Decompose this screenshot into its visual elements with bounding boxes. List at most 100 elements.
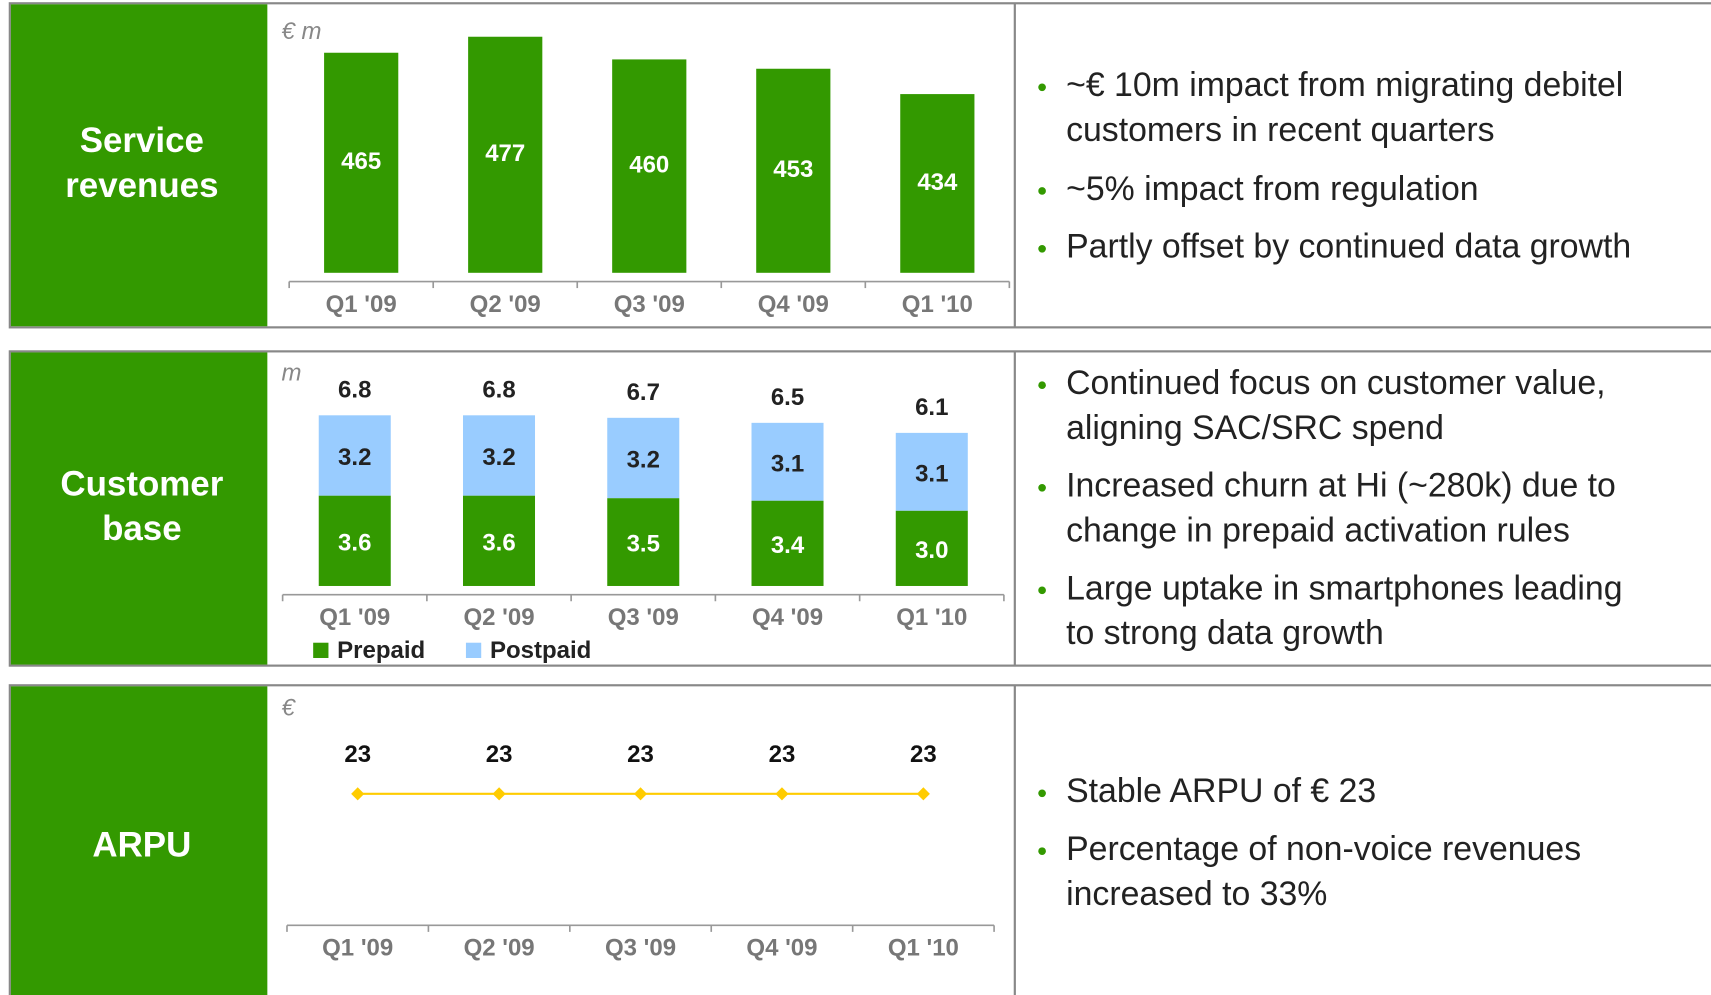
data-label: 3.5 <box>627 531 660 558</box>
x-tick-label: Q2 '09 <box>463 604 534 631</box>
bar <box>468 36 543 273</box>
bullet-dot <box>1038 586 1046 595</box>
bullet-dot <box>1038 187 1046 195</box>
x-tick-label: Q1 '09 <box>322 935 393 962</box>
panel-frame <box>8 684 1711 995</box>
data-label: 23 <box>344 741 371 768</box>
data-label: 3.2 <box>338 444 371 471</box>
panel-heading: ARPU <box>92 826 191 865</box>
data-label: 3.6 <box>338 529 371 556</box>
bullet-text: ~€ 10m impact from migrating debitel <box>1066 66 1623 104</box>
bar-segment <box>318 495 391 586</box>
legend-swatch <box>465 642 482 658</box>
bar-segment <box>607 498 680 586</box>
bar <box>612 59 687 273</box>
bullet-dot <box>1038 483 1046 492</box>
data-label: 434 <box>917 169 958 196</box>
unit-label: € m <box>282 18 322 45</box>
panel-heading: base <box>102 509 182 548</box>
total-label: 6.8 <box>482 377 515 404</box>
unit-label: € <box>282 695 297 722</box>
x-tick-label: Q2 '09 <box>464 935 535 962</box>
x-tick-label: Q3 '09 <box>614 291 685 318</box>
bar <box>324 52 399 273</box>
bullet-text: increased to 33% <box>1066 875 1327 913</box>
data-label: 3.2 <box>482 444 515 471</box>
data-label: 23 <box>910 741 937 768</box>
bar-segment <box>895 432 968 511</box>
bullet-text: Partly offset by continued data growth <box>1066 228 1631 266</box>
line-marker <box>351 787 365 801</box>
bullet-text: Percentage of non-voice revenues <box>1066 830 1581 868</box>
bullet-dot <box>1038 83 1046 92</box>
data-label: 460 <box>629 151 669 178</box>
data-label: 3.2 <box>627 447 660 474</box>
total-label: 6.5 <box>771 384 804 411</box>
bullet-text: Large uptake in smartphones leading <box>1066 569 1622 607</box>
panel-frame <box>8 2 1711 329</box>
bullet-text: customers in recent quarters <box>1066 111 1494 149</box>
x-tick-label: Q3 '09 <box>608 604 679 631</box>
total-label: 6.7 <box>627 379 660 406</box>
panel-frame <box>8 350 1711 667</box>
data-label: 3.0 <box>915 537 948 564</box>
x-tick-label: Q1 '09 <box>326 291 397 318</box>
bullet-dot <box>1038 244 1046 253</box>
data-label: 3.6 <box>482 529 515 556</box>
data-label: 3.1 <box>771 450 804 477</box>
bullet-text: Stable ARPU of € 23 <box>1066 772 1376 810</box>
bar-segment <box>462 415 536 496</box>
x-tick-label: Q2 '09 <box>470 291 541 318</box>
x-tick-label: Q1 '10 <box>888 935 959 962</box>
line-marker <box>775 787 789 801</box>
x-tick-label: Q4 '09 <box>746 935 817 962</box>
legend-swatch <box>313 642 329 658</box>
bar-segment <box>751 422 824 501</box>
panel-heading: Service <box>80 121 204 160</box>
total-label: 6.8 <box>338 377 371 404</box>
data-label: 3.4 <box>771 532 805 559</box>
data-label: 23 <box>769 741 796 768</box>
data-label: 453 <box>773 156 813 183</box>
bar-segment <box>462 495 536 586</box>
bullet-text: aligning SAC/SRC spend <box>1066 409 1444 447</box>
bar <box>900 94 975 273</box>
bullet-dot <box>1038 847 1046 855</box>
data-label: 23 <box>486 741 513 768</box>
bullet-dot <box>1038 789 1046 798</box>
x-tick-label: Q1 '10 <box>896 604 967 631</box>
x-tick-label: Q4 '09 <box>758 291 829 318</box>
bullet-text: Increased churn at Hi (~280k) due to <box>1066 467 1616 505</box>
bullet-text: change in prepaid activation rules <box>1066 511 1570 549</box>
x-tick-label: Q4 '09 <box>752 604 823 631</box>
bullet-dot <box>1038 381 1046 390</box>
data-label: 3.1 <box>915 460 948 487</box>
panel-heading: Customer <box>60 464 223 503</box>
heading-box <box>10 4 268 327</box>
bullet-text: to strong data growth <box>1066 614 1384 652</box>
data-label: 465 <box>341 148 381 175</box>
bullet-text: Continued focus on customer value, <box>1066 364 1605 402</box>
bar <box>756 68 831 273</box>
x-tick-label: Q1 '09 <box>319 604 390 631</box>
line-marker <box>916 787 930 801</box>
bar-segment <box>895 510 968 586</box>
bar-segment <box>751 500 824 586</box>
heading-box <box>10 686 268 995</box>
slide-content: Service revenues ~€ 10m impact from migrat… <box>8 2 1711 995</box>
line-marker <box>633 787 648 801</box>
panel-heading: revenues <box>65 166 218 205</box>
data-label: 477 <box>485 140 525 167</box>
line-marker <box>492 787 506 801</box>
bullet-text: ~5% impact from regulation <box>1066 170 1479 208</box>
bar-segment <box>607 417 680 499</box>
bar-segment <box>318 415 391 496</box>
heading-box <box>10 352 268 665</box>
legend-label: Prepaid <box>337 637 425 664</box>
x-tick-label: Q3 '09 <box>605 935 676 962</box>
total-label: 6.1 <box>915 394 948 421</box>
legend-label: Postpaid <box>490 637 591 664</box>
unit-label: m <box>282 360 302 387</box>
x-tick-label: Q1 '10 <box>902 291 973 318</box>
